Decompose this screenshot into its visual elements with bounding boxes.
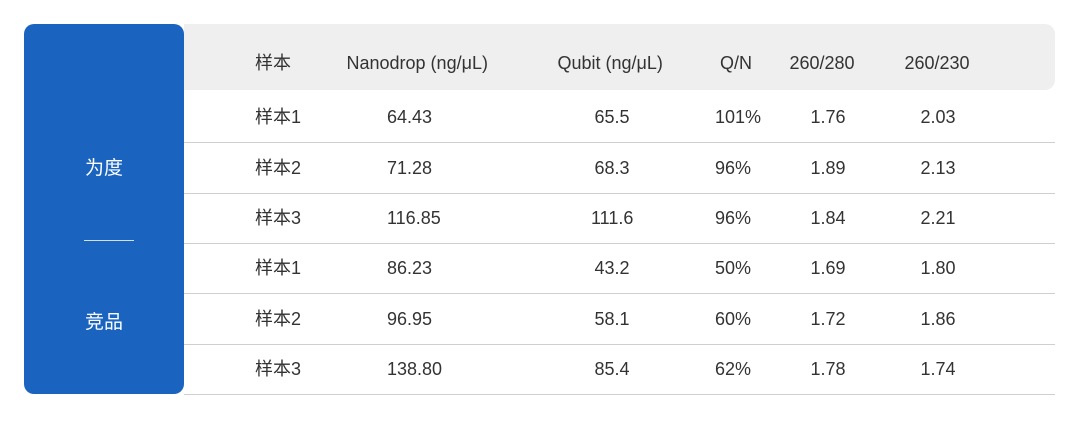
row-divider	[184, 394, 1055, 395]
group-divider	[84, 240, 134, 241]
row-divider	[184, 142, 1055, 143]
table-cell: 样本1	[255, 106, 302, 127]
table-cell: 62%	[715, 359, 752, 379]
header-cell: 样本	[255, 53, 291, 73]
table-cell: 1.74	[920, 359, 956, 379]
table-cell: 1.80	[920, 258, 956, 278]
table-cell: 58.1	[594, 308, 630, 329]
table-cell: 50%	[715, 258, 752, 278]
table-cell: 1.89	[810, 157, 846, 178]
table-cell: 96.95	[387, 308, 433, 329]
table-cell: 138.80	[387, 359, 443, 379]
row-divider	[184, 193, 1055, 194]
table-cell: 2.13	[920, 157, 956, 178]
table-cell: 116.85	[387, 208, 441, 228]
table-cell: 样本2	[255, 157, 302, 178]
table-cell: 样本1	[255, 258, 302, 278]
table-cell: 1.84	[810, 208, 846, 228]
table-cell: 样本3	[255, 359, 302, 379]
row-divider	[184, 243, 1055, 244]
table-cell: 64.43	[387, 106, 433, 127]
header-cell: 260/280	[789, 53, 855, 73]
header-background	[184, 24, 1055, 90]
table-cell: 71.28	[387, 157, 433, 178]
table-cell: 43.2	[594, 258, 630, 278]
group-panel: 为度 竞品	[24, 24, 184, 394]
table-cell: 1.78	[810, 359, 846, 379]
table-cell: 85.4	[594, 359, 630, 379]
table-cell: 1.76	[810, 106, 846, 127]
table-cell: 1.69	[810, 258, 846, 278]
header-cell: 260/230	[904, 53, 970, 73]
table-cell: 111.6	[591, 208, 634, 228]
table-cell: 96%	[715, 208, 752, 228]
table-cell: 86.23	[387, 258, 433, 278]
header-cell: Nanodrop (ng/μL)	[346, 53, 488, 73]
row-divider	[184, 293, 1055, 294]
table-cell: 1.86	[920, 308, 956, 329]
table-cell: 1.72	[810, 308, 846, 329]
table-cell: 96%	[715, 157, 752, 178]
table-cell: 样本3	[255, 208, 302, 228]
table-cell: 101%	[715, 106, 762, 127]
table-cell: 65.5	[594, 106, 630, 127]
header-cell: Qubit (ng/μL)	[557, 53, 663, 73]
table-cell: 样本2	[255, 308, 302, 329]
header-cell: Q/N	[720, 53, 753, 73]
table-cell: 2.21	[920, 208, 956, 228]
table-cell: 60%	[715, 308, 752, 329]
table-cell: 68.3	[594, 157, 630, 178]
group-label: 为度	[84, 158, 123, 179]
group-label: 竞品	[84, 312, 123, 333]
table-cell: 2.03	[920, 106, 956, 127]
row-divider	[184, 344, 1055, 345]
